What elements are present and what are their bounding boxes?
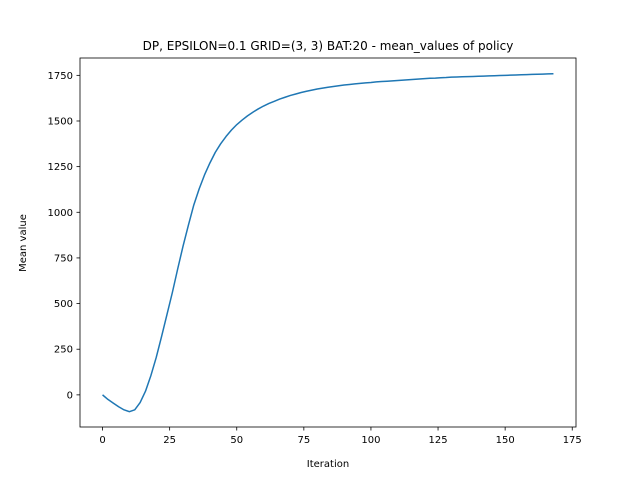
y-tick-label: 1750 [48,71,73,82]
x-tick-label: 75 [297,435,310,446]
x-tick-label: 25 [163,435,176,446]
chart-title: DP, EPSILON=0.1 GRID=(3, 3) BAT:20 - mea… [143,39,514,53]
y-tick-label: 1000 [48,208,73,219]
x-tick-label: 150 [496,435,515,446]
plot-area: 0 25 50 75 100 125 150 175025050075010001250150… [48,57,582,446]
y-axis-label: Mean value [18,214,29,272]
y-tick-label: 1500 [48,116,73,127]
y-tick-label: 250 [54,345,73,356]
y-tick-label: 0 [67,390,73,401]
x-tick-label: 100 [361,435,380,446]
x-tick-label: 125 [428,435,447,446]
series-line-0 [102,72,554,413]
x-axis-label: Iteration [307,459,349,470]
y-tick-label: 500 [54,299,73,310]
axes-frame [79,57,577,428]
y-tick-label: 1250 [48,162,73,173]
x-tick-label: 0 [99,435,105,446]
y-tick-label: 750 [54,253,73,264]
x-tick-label: 50 [230,435,243,446]
x-tick-label: 175 [563,435,582,446]
